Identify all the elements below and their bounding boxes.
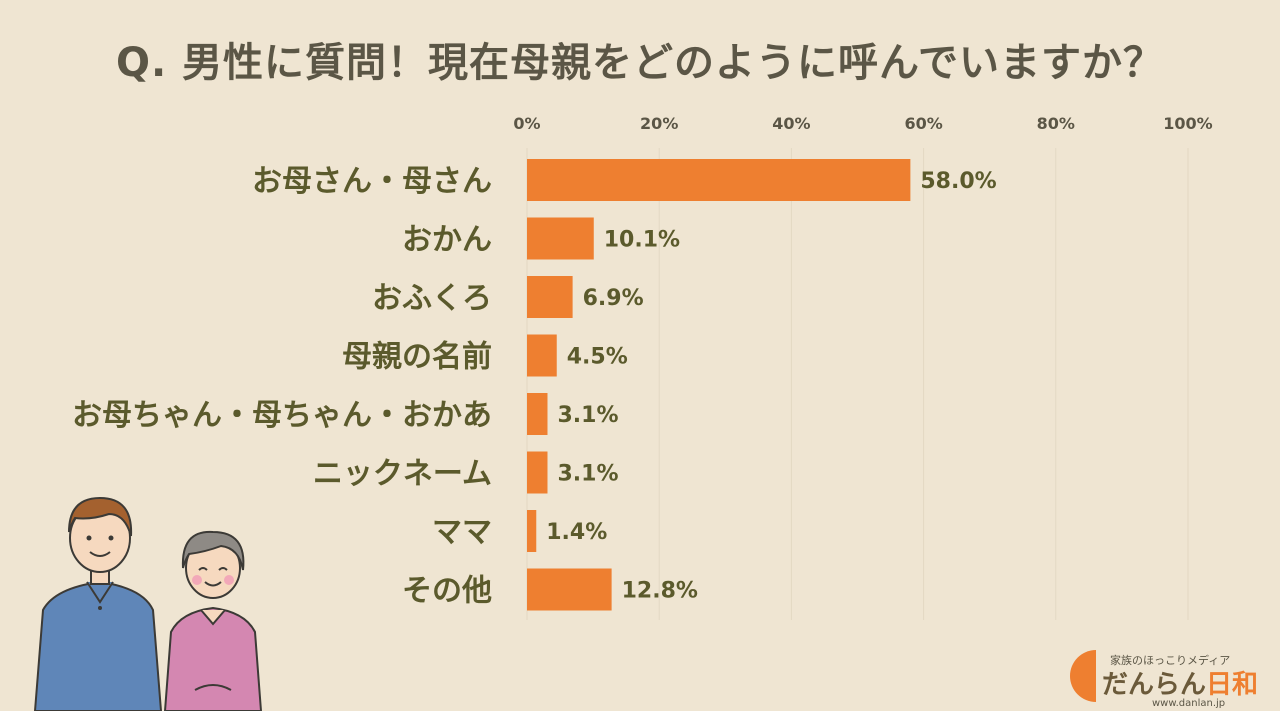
bars [527,159,911,611]
value-label: 3.1% [557,403,618,428]
category-labels: お母さん・母さんおかんおふくろ母親の名前お母ちゃん・母ちゃん・おかあニックネーム… [72,164,492,609]
couple-illustration [33,496,263,711]
logo-name: だんらん日和 [1102,664,1258,701]
value-label: 58.0% [920,169,996,194]
x-tick-label: 60% [904,114,942,133]
bar [527,334,557,377]
category-label: お母さん・母さん [252,164,492,199]
brand-logo: 家族のほっこりメディア だんらん日和 www.danlan.jp [1066,646,1266,709]
logo-name-accent: 日和 [1206,670,1259,700]
x-tick-label: 20% [640,114,678,133]
category-label: その他 [402,574,492,609]
logo-url: www.danlan.jp [1152,698,1226,709]
x-tick-labels: 0% 20% 40% 60% 80% 100% [513,114,1212,133]
category-label: おふくろ [372,281,492,316]
logo-mark-icon [1070,650,1096,702]
value-label: 10.1% [604,228,680,253]
category-label: ママ [432,515,492,550]
value-label: 1.4% [546,520,607,545]
grid-lines [526,148,1189,620]
value-label: 6.9% [583,286,644,311]
bar [527,451,548,494]
bar [527,393,548,435]
category-label: 母親の名前 [342,340,492,375]
value-label: 12.8% [622,579,698,604]
x-tick-label: 40% [772,114,810,133]
category-label: お母ちゃん・母ちゃん・おかあ [72,398,492,433]
category-label: ニックネーム [313,457,492,492]
bar [527,159,911,201]
bar [527,568,612,611]
x-tick-label: 80% [1037,114,1075,133]
x-tick-label: 0% [513,114,540,133]
bar [527,510,537,552]
chart-title: Q. 男性に質問！現在母親をどのように呼んでいますか？ [115,40,1165,86]
category-label: おかん [402,223,492,258]
logo-name-main: だんらん [1102,670,1207,700]
value-label: 3.1% [557,462,618,487]
value-label: 4.5% [567,345,628,370]
bar [527,276,573,318]
value-labels: 58.0% 10.1% 6.9% 4.5% 3.1% 3.1% 1.4% 12.8% [546,169,996,604]
bar [527,217,594,260]
x-tick-label: 100% [1163,114,1212,133]
logo-tagline: 家族のほっこりメディア [1110,654,1231,667]
